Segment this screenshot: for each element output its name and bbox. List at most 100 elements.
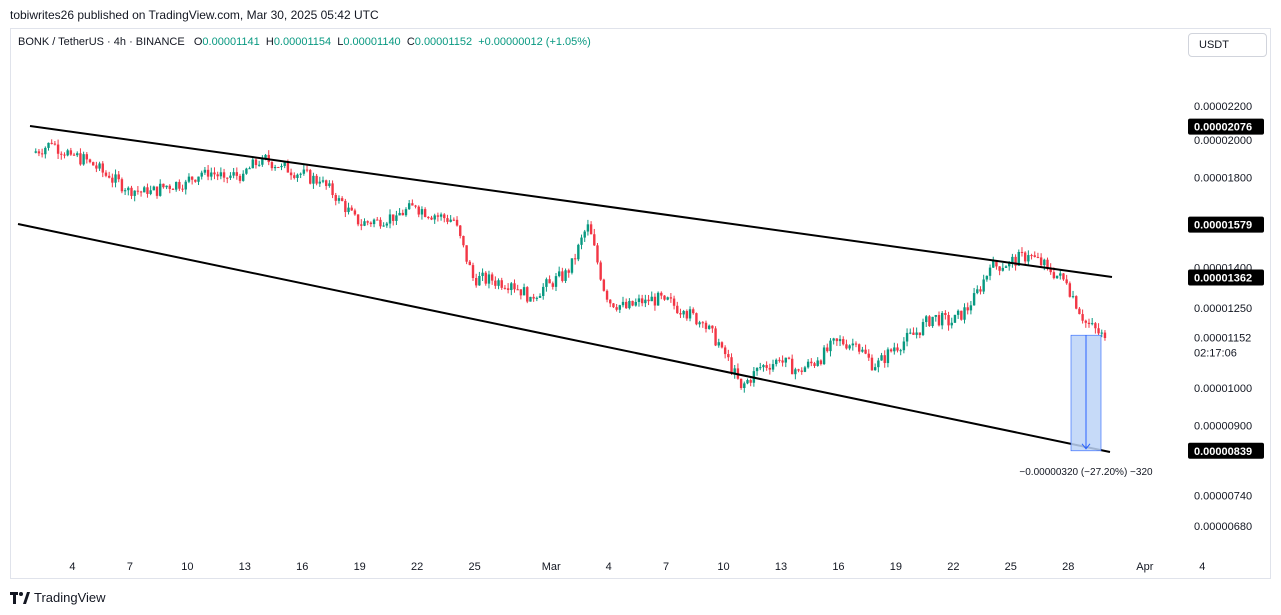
lower-channel-line[interactable]	[17, 223, 1111, 453]
tradingview-icon	[10, 591, 30, 604]
candle-body	[778, 359, 781, 361]
candle-body	[296, 174, 299, 178]
candle-body	[257, 164, 261, 166]
candle-body	[449, 219, 452, 222]
candle-body	[44, 147, 47, 155]
candle-body	[1043, 259, 1046, 266]
low-label: L	[337, 36, 344, 48]
candle-body	[299, 173, 302, 175]
candle-body	[538, 295, 542, 298]
candle-body	[656, 292, 660, 306]
candle-body	[902, 341, 906, 351]
candle-body	[337, 198, 341, 201]
measure-tool[interactable]: −0.00000320 (−27.20%) −320	[1019, 334, 1153, 478]
candle-body	[829, 340, 832, 352]
candle-body	[66, 150, 69, 156]
time-axis[interactable]: 4 7 10 13 16 19 22 25 Mar 4 7 10 13 16 19 22 25 28 Apr 4	[69, 561, 1205, 573]
candle-body	[104, 172, 108, 176]
candle-body	[79, 153, 82, 165]
candle-body	[1027, 255, 1030, 262]
candle-body	[490, 274, 494, 281]
candle-body	[666, 297, 669, 300]
candle-body	[85, 154, 89, 160]
candle-body	[226, 177, 229, 179]
candle-body	[513, 283, 516, 290]
candle-body	[200, 172, 203, 177]
candle-body	[430, 217, 433, 220]
candle-body	[535, 297, 539, 299]
candle-body	[733, 368, 736, 374]
currency-button[interactable]: USDT	[1188, 33, 1267, 57]
candle-body	[446, 218, 449, 222]
time-axis-label: 16	[832, 561, 844, 573]
candle-body	[392, 214, 395, 221]
candle-body	[647, 299, 650, 302]
candle-body	[663, 295, 666, 300]
candle-body	[707, 325, 711, 329]
candle-body	[682, 311, 685, 315]
candle-body	[56, 144, 60, 154]
candle-body	[1049, 267, 1052, 273]
candle-body	[455, 219, 459, 226]
upper-channel-line[interactable]	[29, 125, 1113, 278]
price-axis-label: 0.00002200	[1194, 101, 1252, 113]
time-axis-label: 4	[69, 561, 75, 573]
price-axis-label: 0.00000900	[1194, 421, 1252, 433]
candle-body	[404, 209, 408, 216]
candle-body	[586, 224, 590, 232]
candle-body	[992, 261, 995, 268]
candle-body	[717, 342, 720, 346]
candle-body	[369, 222, 373, 225]
candle-body	[848, 345, 851, 349]
candle-body	[720, 342, 724, 348]
candle-body	[794, 369, 797, 375]
candle-body	[1039, 257, 1043, 266]
candle-body	[302, 169, 306, 174]
candle-body	[519, 289, 523, 296]
channel-lines[interactable]	[17, 125, 1113, 453]
candle-body	[40, 153, 44, 155]
candle-body	[596, 245, 599, 263]
arrow-down-icon	[1081, 443, 1091, 450]
candle-body	[851, 343, 855, 346]
candle-body	[982, 279, 985, 292]
candle-body	[988, 267, 992, 276]
candle-body	[503, 287, 507, 289]
candle-body	[143, 187, 146, 193]
candle-body	[979, 289, 982, 292]
candle-body	[739, 378, 743, 388]
symbol-label[interactable]: BONK / TetherUS · 4h · BINANCE	[18, 36, 185, 48]
candle-body	[976, 289, 979, 294]
candle-body	[631, 300, 634, 306]
candle-body	[1100, 332, 1103, 334]
time-axis-label: 13	[239, 561, 251, 573]
candle-body	[650, 296, 653, 302]
candle-body	[1059, 273, 1062, 276]
candle-body	[181, 188, 184, 190]
candle-body	[452, 219, 456, 221]
price-axis-label: 0.00001800	[1194, 173, 1252, 185]
candle-body	[130, 187, 133, 196]
candle-body	[248, 168, 251, 170]
candle-body	[264, 154, 267, 159]
candle-body	[561, 271, 564, 281]
candle-body	[363, 221, 366, 226]
candle-body	[995, 261, 998, 267]
candle-body	[219, 172, 223, 177]
candle-body	[944, 313, 947, 315]
price-axis[interactable]: 0.000022000.000020000.000018000.00001400…	[1194, 101, 1252, 533]
candle-body	[245, 168, 248, 174]
candle-body	[95, 165, 98, 169]
candle-body	[822, 347, 826, 365]
candle-body	[545, 279, 548, 287]
candle-body	[749, 380, 752, 383]
candle-body	[998, 266, 1001, 271]
candle-body	[34, 151, 37, 153]
candle-body	[494, 280, 497, 286]
candle-body	[443, 214, 446, 219]
tradingview-logo[interactable]: TradingView	[10, 590, 106, 605]
time-axis-label: 10	[181, 561, 193, 573]
candle-body	[63, 154, 66, 156]
candle-body	[72, 154, 76, 156]
